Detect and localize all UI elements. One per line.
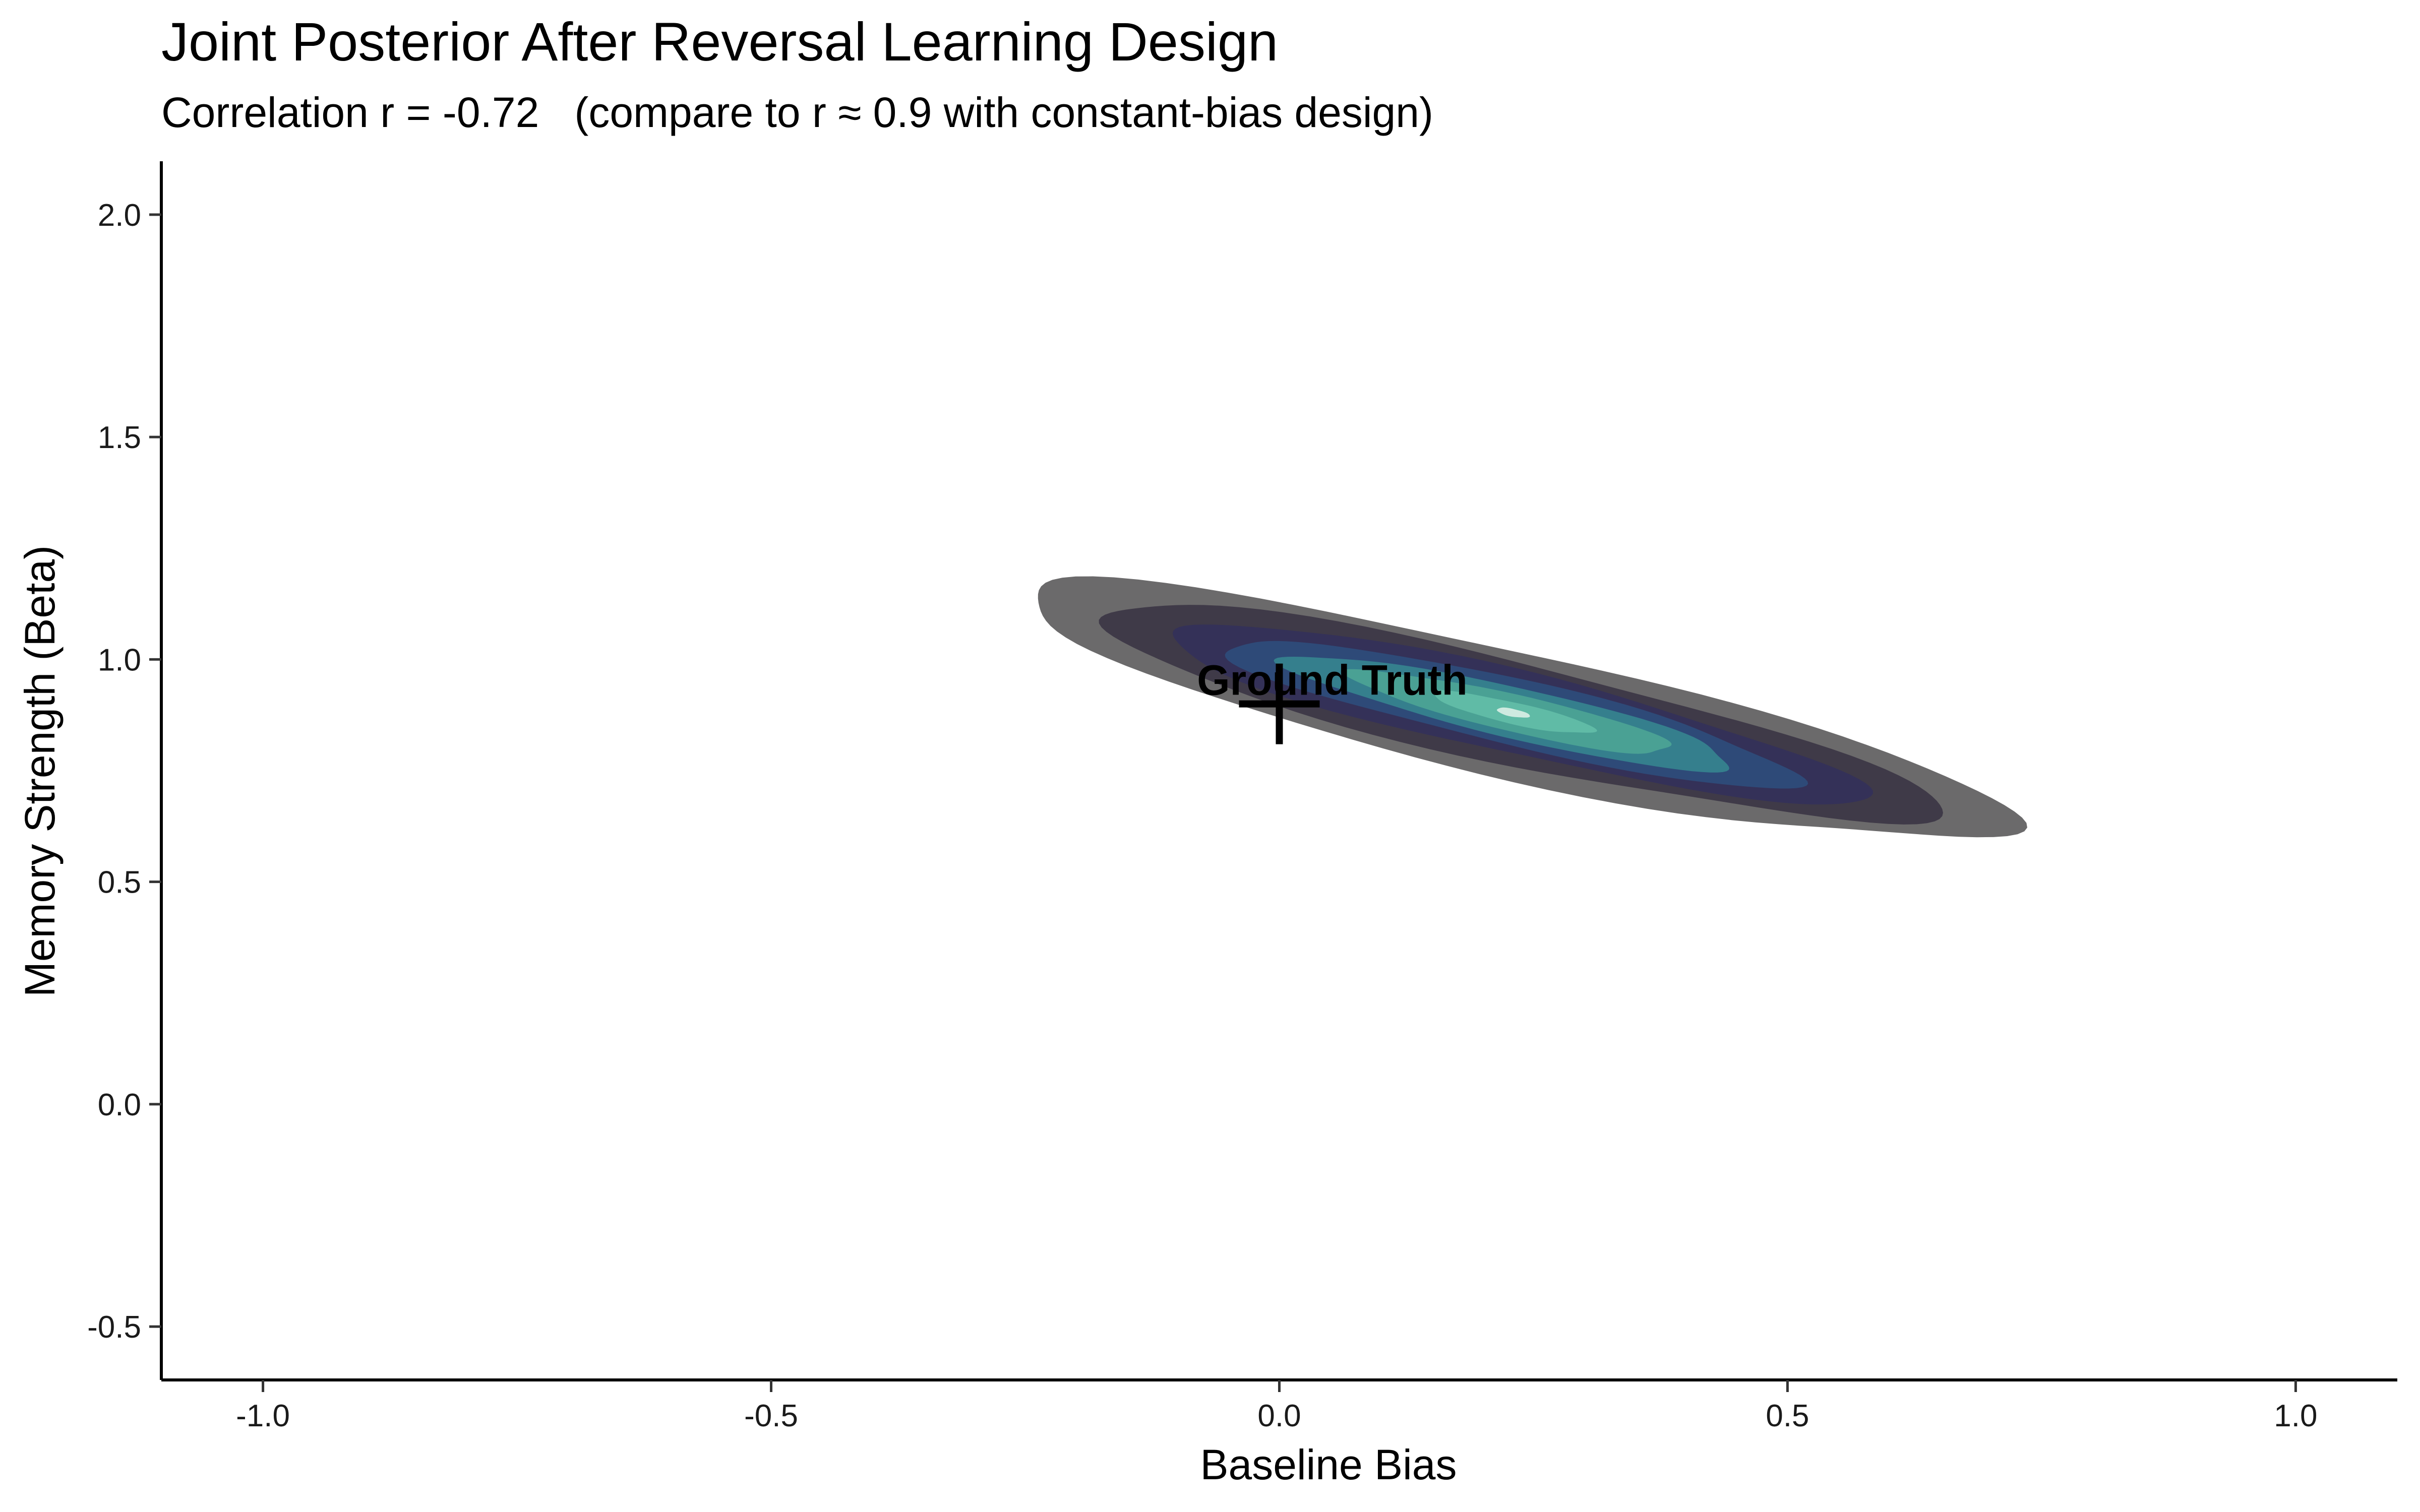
density-contours <box>1038 576 2027 838</box>
chart-subtitle: Correlation r = -0.72 (compare to r ≈ 0.… <box>161 89 1433 136</box>
annotations: Ground Truth <box>1197 657 1468 744</box>
x-tick-label: -1.0 <box>236 1399 290 1433</box>
y-tick-label: 0.0 <box>98 1088 141 1122</box>
x-tick-label: -0.5 <box>744 1399 798 1433</box>
y-tick-label: 2.0 <box>98 198 141 233</box>
y-tick-label: 1.5 <box>98 420 141 455</box>
x-axis-title: Baseline Bias <box>1200 1441 1457 1488</box>
y-tick-label: -0.5 <box>87 1310 141 1345</box>
density-level-8 <box>1497 707 1530 718</box>
ground-truth-label: Ground Truth <box>1197 657 1468 704</box>
chart-title: Joint Posterior After Reversal Learning … <box>161 11 1279 72</box>
axes: -1.0 -0.5 0.0 0.5 1.0 -0.5 0.0 0.5 1.0 1.5 2.0 <box>87 161 2397 1433</box>
x-tick-label: 0.5 <box>1766 1399 1809 1433</box>
y-tick-label: 1.0 <box>98 643 141 677</box>
x-tick-label: 0.0 <box>1257 1399 1301 1433</box>
x-tick-label: 1.0 <box>2274 1399 2317 1433</box>
y-tick-label: 0.5 <box>98 865 141 900</box>
y-axis-title: Memory Strength (Beta) <box>16 545 64 997</box>
